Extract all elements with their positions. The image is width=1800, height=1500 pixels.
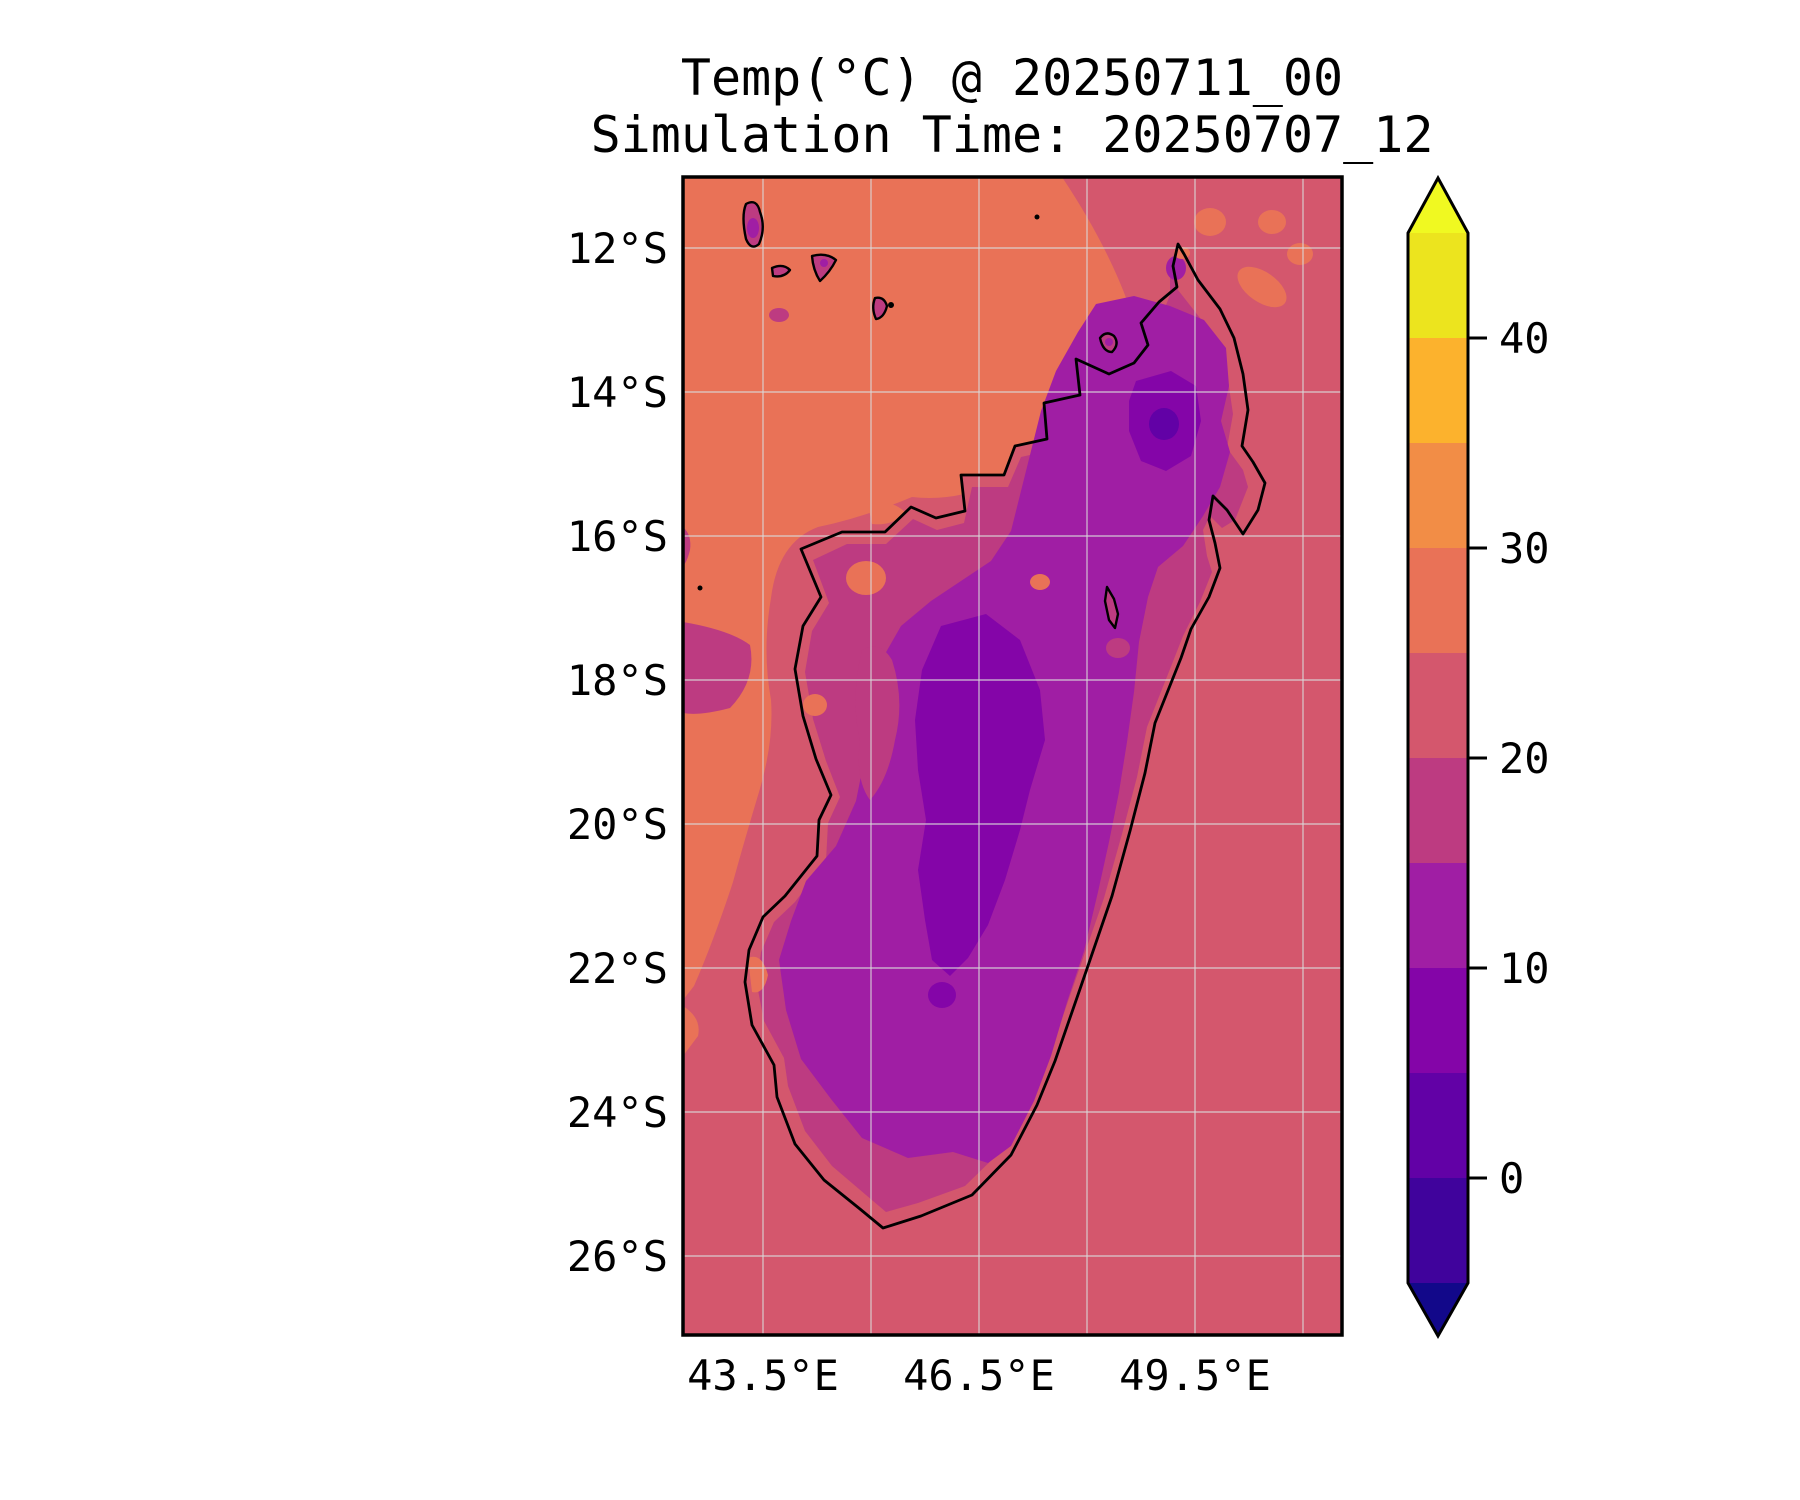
- warm-patch: [1030, 574, 1050, 590]
- latitude-tick-label: 24°S: [567, 1088, 668, 1137]
- coldest-spot-0-5c: [1149, 408, 1179, 440]
- latitude-tick-label: 14°S: [567, 368, 668, 417]
- comoros-islands: [742, 201, 894, 321]
- north-tip-plateau-patch: [1166, 256, 1186, 280]
- map-plot-area: [683, 177, 1342, 1335]
- anjouan-island: [810, 253, 838, 283]
- colorbar-over-arrow: [1408, 178, 1468, 233]
- longitude-axis: 43.5°E 46.5°E 49.5°E: [687, 1351, 1271, 1400]
- grande-comore-cool-core: [747, 218, 759, 238]
- plot-title: Temp(°C) @ 20250711_00: [681, 49, 1343, 107]
- highland-core-central-5-10c: [915, 614, 1045, 976]
- colorbar-segment: [1408, 1073, 1468, 1178]
- highland-core-south-blob: [928, 982, 956, 1008]
- colorbar-segment: [1408, 968, 1468, 1073]
- plot-subtitle: Simulation Time: 20250707_12: [591, 106, 1434, 164]
- colorbar-tick-label: 30: [1499, 524, 1550, 573]
- ocean-warm-wedge-25-30c: [683, 1006, 699, 1056]
- nosy-be-cool-dot: [1105, 338, 1113, 346]
- juan-de-nova-dot: [697, 585, 703, 591]
- moheli-island: [770, 264, 792, 278]
- valley-spot-15-20c: [1106, 638, 1130, 658]
- colorbar-outline: [1406, 174, 1470, 1340]
- latitude-axis: 12°S 14°S 16°S 18°S 20°S 22°S 24°S 26°S: [567, 224, 668, 1281]
- latitude-tick-label: 20°S: [567, 800, 668, 849]
- graticule-gridlines: [683, 177, 1342, 1335]
- ocean-cool-sliver-15-20c: [683, 527, 691, 566]
- anjouan-cool-dot: [820, 259, 828, 267]
- latitude-tick-label: 26°S: [567, 1232, 668, 1281]
- colorbar-ticks: [1468, 336, 1487, 1180]
- colorbar-segment: [1408, 653, 1468, 758]
- sainte-marie-island: [1103, 585, 1120, 630]
- ocean-cool-smudge: [769, 308, 789, 322]
- longitude-tick-label: 49.5°E: [1119, 1351, 1271, 1400]
- mayotte-island: [872, 296, 889, 321]
- colorbar: 40 30 20 10 0: [1406, 174, 1550, 1340]
- longitude-tick-label: 43.5°E: [687, 1351, 839, 1400]
- latitude-tick-label: 18°S: [567, 656, 668, 705]
- ocean-cool-patch-15-20c: [683, 622, 752, 714]
- colorbar-tick-label: 20: [1499, 734, 1550, 783]
- colorbar-segment: [1408, 758, 1468, 863]
- colorbar-segment: [1408, 863, 1468, 968]
- colorbar-segment: [1408, 443, 1468, 548]
- warm-patch: [868, 502, 905, 525]
- longitude-tick-label: 46.5°E: [903, 1351, 1055, 1400]
- colorbar-tick-label: 10: [1499, 944, 1550, 993]
- colorbar-tick-label: 40: [1499, 314, 1550, 363]
- latitude-tick-label: 22°S: [567, 944, 668, 993]
- ocean-warm-region-25-30c: [683, 177, 1128, 1000]
- map-frame: [681, 175, 1344, 1337]
- glorioso-islands-dot: [1034, 214, 1040, 220]
- warm-patch: [1237, 266, 1287, 308]
- mayotte-reef-dot: [888, 302, 894, 308]
- madagascar-coastline: [743, 242, 1267, 1230]
- colorbar-segment: [1408, 233, 1468, 338]
- valley-intrusion-15-20c: [855, 646, 900, 800]
- warm-patch: [846, 561, 886, 595]
- latitude-tick-label: 12°S: [567, 224, 668, 273]
- colorbar-under-arrow: [1408, 1283, 1468, 1336]
- colorbar-segment: [1408, 338, 1468, 443]
- colorbar-segment: [1408, 1178, 1468, 1283]
- colorbar-segment: [1408, 548, 1468, 653]
- warm-patch: [1287, 243, 1313, 265]
- colorbar-tick-label: 0: [1499, 1154, 1524, 1203]
- land-warm-patches-25-30c: [748, 247, 1190, 993]
- warm-patch: [803, 694, 827, 716]
- warm-patch: [1194, 208, 1226, 236]
- warm-patch: [1258, 210, 1286, 234]
- latitude-tick-label: 16°S: [567, 512, 668, 561]
